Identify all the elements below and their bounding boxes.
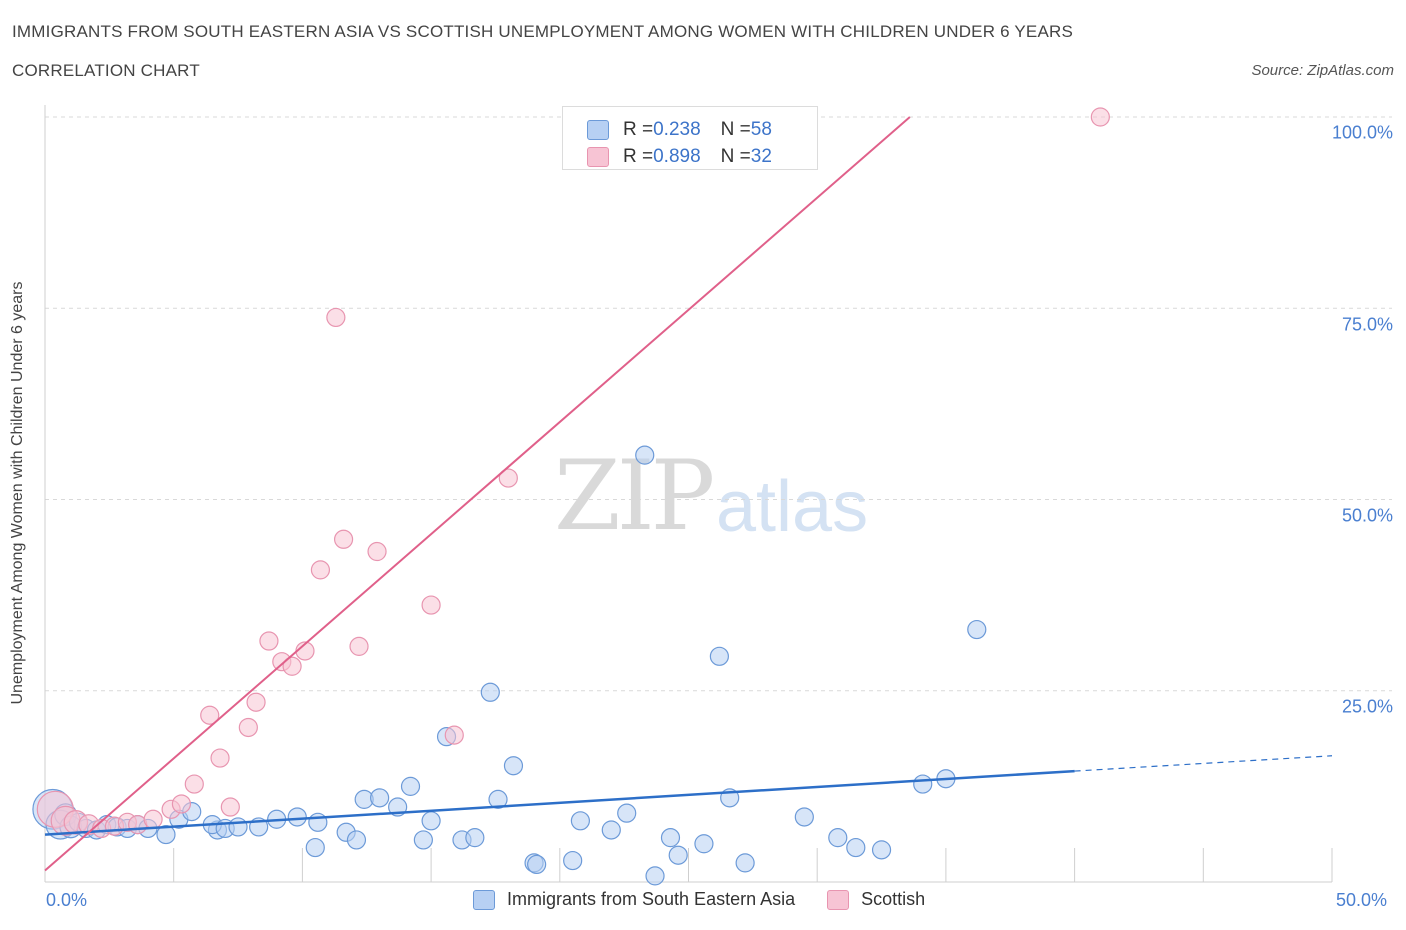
data-point-immigrants bbox=[794, 807, 814, 827]
data-point-scottish bbox=[200, 705, 220, 725]
blue-swatch-icon bbox=[473, 889, 495, 910]
data-point-scottish bbox=[246, 692, 266, 712]
grid-layer bbox=[45, 116, 1392, 692]
legend-item-immigrants: Immigrants from South Eastern Asia bbox=[473, 889, 795, 910]
y-tick-label: 100.0% bbox=[1331, 122, 1393, 143]
data-point-immigrants bbox=[617, 803, 637, 823]
series-legend: Immigrants from South Eastern Asia Scott… bbox=[473, 889, 957, 910]
data-point-immigrants bbox=[156, 824, 176, 845]
n-label: N = bbox=[720, 146, 751, 167]
data-point-scottish bbox=[349, 636, 369, 656]
data-point-immigrants bbox=[694, 834, 714, 854]
data-point-immigrants bbox=[287, 807, 307, 827]
data-point-immigrants bbox=[370, 788, 390, 808]
points-layer bbox=[32, 107, 1110, 886]
data-point-immigrants bbox=[413, 830, 433, 850]
data-point-immigrants bbox=[570, 811, 590, 831]
n-value: 32 bbox=[750, 146, 772, 167]
data-point-immigrants bbox=[846, 837, 866, 858]
data-point-scottish bbox=[210, 748, 230, 768]
trendline-immigrants-extension bbox=[1074, 755, 1333, 772]
n-value: 58 bbox=[750, 119, 772, 140]
data-point-scottish bbox=[333, 529, 354, 549]
data-point-immigrants bbox=[967, 619, 987, 640]
data-point-immigrants bbox=[635, 445, 655, 465]
data-point-scottish bbox=[143, 809, 163, 829]
data-point-immigrants bbox=[503, 756, 524, 776]
data-point-immigrants bbox=[308, 812, 328, 832]
data-point-immigrants bbox=[563, 850, 583, 871]
y-tick-label: 25.0% bbox=[1341, 696, 1393, 717]
data-point-scottish bbox=[184, 774, 204, 794]
data-point-immigrants bbox=[735, 853, 755, 873]
data-point-scottish bbox=[259, 631, 279, 651]
data-point-scottish bbox=[421, 595, 441, 615]
data-point-scottish bbox=[1090, 107, 1110, 127]
data-point-immigrants bbox=[228, 817, 248, 837]
data-point-immigrants bbox=[421, 811, 441, 831]
data-point-immigrants bbox=[488, 789, 508, 809]
data-point-immigrants bbox=[527, 854, 547, 875]
r-value: 0.238 bbox=[653, 119, 701, 140]
data-point-scottish bbox=[282, 656, 302, 676]
watermark-atlas: atlas bbox=[716, 467, 869, 547]
trend-layer bbox=[44, 116, 1333, 872]
data-point-immigrants bbox=[346, 830, 367, 850]
data-point-immigrants bbox=[668, 845, 688, 865]
data-point-immigrants bbox=[871, 840, 892, 860]
pink-swatch-icon bbox=[827, 889, 850, 910]
legend-row-blue: R = 0.238 N = 58 bbox=[587, 117, 772, 143]
n-label: N = bbox=[720, 119, 751, 140]
y-tick-label: 50.0% bbox=[1341, 505, 1393, 526]
pink-swatch-icon bbox=[587, 147, 609, 167]
data-point-immigrants bbox=[400, 776, 421, 796]
chart-title: IMMIGRANTS FROM SOUTH EASTERN ASIA VS SC… bbox=[12, 22, 1074, 41]
r-value: 0.898 bbox=[653, 146, 701, 167]
data-point-scottish bbox=[171, 794, 192, 814]
legend-label: Immigrants from South Eastern Asia bbox=[507, 889, 796, 909]
x-tick-label: 50.0% bbox=[1336, 890, 1388, 910]
data-point-scottish bbox=[326, 307, 346, 328]
source-label: Source: ZipAtlas.com bbox=[1251, 62, 1394, 79]
correlation-legend: R = 0.238 N = 58 R = 0.898 N = 32 bbox=[562, 106, 818, 170]
chart-subtitle: CORRELATION CHART bbox=[12, 61, 200, 80]
axis-layer bbox=[44, 105, 1333, 883]
data-point-scottish bbox=[220, 797, 240, 817]
data-point-immigrants bbox=[465, 828, 485, 848]
data-point-immigrants bbox=[645, 866, 665, 886]
data-point-scottish bbox=[444, 725, 464, 745]
watermark-zip: ZIP bbox=[554, 440, 715, 552]
data-point-immigrants bbox=[660, 828, 681, 848]
y-axis-label: Unemployment Among Women with Children U… bbox=[9, 281, 26, 705]
trendline-scottish bbox=[44, 116, 911, 872]
r-label: R = bbox=[623, 146, 654, 167]
data-point-immigrants bbox=[601, 820, 621, 840]
r-label: R = bbox=[623, 119, 654, 140]
data-point-immigrants bbox=[480, 682, 500, 702]
x-tick-label: 0.0% bbox=[46, 890, 88, 910]
trendline-immigrants bbox=[44, 769, 1075, 836]
data-point-scottish bbox=[238, 717, 258, 738]
legend-item-scottish: Scottish bbox=[827, 889, 925, 910]
data-point-scottish bbox=[498, 468, 518, 488]
data-point-immigrants bbox=[913, 774, 933, 794]
y-tick-label: 75.0% bbox=[1341, 314, 1393, 335]
data-point-scottish bbox=[310, 560, 331, 580]
data-point-immigrants bbox=[828, 828, 848, 848]
legend-row-pink: R = 0.898 N = 32 bbox=[587, 144, 772, 170]
data-point-immigrants bbox=[305, 837, 325, 858]
blue-swatch-icon bbox=[587, 120, 609, 140]
data-point-scottish bbox=[367, 541, 387, 562]
legend-label: Scottish bbox=[861, 889, 926, 909]
data-point-immigrants bbox=[709, 646, 729, 666]
